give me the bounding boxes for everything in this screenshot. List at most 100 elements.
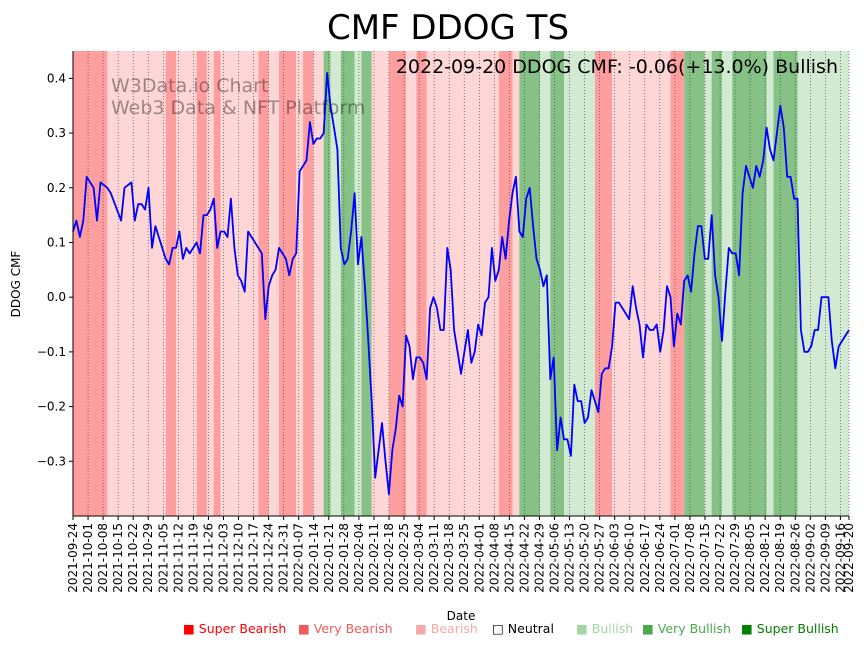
legend-item-super-bullish: ■ Super Bullish [741,621,839,636]
signal-band-bullish [766,51,774,516]
plot-area [72,51,850,516]
signal-band-very-bullish [340,51,355,516]
y-tick-label: −0.3 [37,454,66,468]
signal-band-bullish [721,51,733,516]
x-tick-label: 2021-10-22 [126,523,140,593]
signal-band-bearish [471,51,499,516]
chart-title: CMF DDOG TS [327,8,569,48]
x-tick-label: 2021-09-24 [66,523,80,593]
signal-band-bearish [107,51,132,516]
x-tick-label: 2021-10-15 [111,523,125,593]
x-tick-label: 2022-02-11 [367,523,381,593]
x-tick-label: 2021-11-19 [186,523,200,593]
y-axis: −0.3 −0.2 −0.1 0.0 0.1 0.2 0.3 0.4 [37,71,73,468]
y-tick-label: 0.4 [47,71,66,85]
watermark-line-1: W3Data.io Chart [111,75,268,97]
legend-item-neutral: □ Neutral [492,621,554,636]
x-tick-label: 2022-04-15 [502,523,516,593]
signal-band-very-bearish [670,51,685,516]
x-tick-label: 2022-06-24 [653,523,667,593]
signal-band-very-bullish [550,51,565,516]
legend-item-very-bullish: ■ Very Bullish [642,621,731,636]
y-tick-label: 0.0 [47,290,66,304]
x-tick-label: 2021-10-08 [96,523,110,593]
x-tick-label: 2022-05-27 [593,523,607,593]
x-tick-label: 2022-05-06 [548,523,562,593]
x-tick-label: 2021-11-12 [171,523,185,593]
signal-band-very-bearish [416,51,427,516]
signal-band-very-bullish [519,51,540,516]
signal-bands [73,51,849,516]
x-tick-label: 2022-06-10 [623,523,637,593]
y-tick-label: 0.1 [47,235,66,249]
x-axis-label: Date [447,609,476,623]
x-tick-label: 2022-02-18 [382,523,396,593]
signal-band-very-bearish [303,51,314,516]
x-tick-label: 2022-04-22 [517,523,531,593]
signal-band-very-bearish [388,51,407,516]
x-tick-label: 2022-07-01 [668,523,682,593]
legend-item-very-bearish: ■ Very Bearish [298,621,393,636]
x-tick-label: 2022-08-26 [788,523,802,593]
signal-band-bullish [564,51,595,516]
signal-band-bearish [512,51,520,516]
signal-band-bearish [131,51,166,516]
x-tick-label: 2021-12-24 [262,523,276,593]
legend-item-super-bearish: ■ Super Bearish [183,621,286,636]
x-axis: 2021-09-24 2021-10-01 2021-10-08 2021-10-15… [66,516,856,593]
x-tick-label: 2022-05-20 [578,523,592,593]
x-tick-label: 2021-11-26 [201,523,215,593]
y-axis-label: DDOG CMF [9,251,23,318]
x-tick-label: 2022-09-09 [818,523,832,593]
signal-band-bearish [268,51,280,516]
y-tick-label: −0.1 [37,345,66,359]
signal-band-very-bearish [279,51,297,516]
signal-band-very-bearish [73,51,108,516]
x-tick-label: 2022-04-01 [472,523,486,593]
x-tick-label: 2022-07-22 [713,523,727,593]
signal-band-very-bearish [165,51,177,516]
x-tick-label: 2021-11-05 [156,523,170,593]
x-tick-label: 2022-01-14 [307,523,321,593]
x-tick-label: 2021-12-31 [277,523,291,593]
signal-band-bearish [220,51,238,516]
x-tick-label: 2021-10-01 [81,523,95,593]
x-tick-label: 2022-01-28 [337,523,351,593]
signal-band-bearish [629,51,671,516]
signal-band-bullish [354,51,362,516]
signal-band-bearish [176,51,197,516]
y-tick-label: −0.2 [37,400,66,414]
legend-item-bullish: ■ Bullish [576,621,633,636]
signal-band-bearish [406,51,417,516]
signal-band-very-bearish [196,51,207,516]
signal-band-bearish [206,51,214,516]
signal-band-bearish [237,51,259,516]
signal-band-very-bullish [745,51,767,516]
x-tick-label: 2022-07-29 [728,523,742,593]
x-tick-label: 2022-03-18 [442,523,456,593]
watermark-line-2: Web3 Data & NFT Platform [111,97,365,119]
signal-band-very-bearish [498,51,513,516]
y-tick-label: 0.3 [47,126,66,140]
signal-band-very-bearish [213,51,221,516]
signal-band-very-bearish [594,51,613,516]
signal-band-bullish [704,51,712,516]
x-tick-label: 2022-06-17 [638,523,652,593]
x-tick-label: 2022-08-12 [758,523,772,593]
legend: ■ Super Bearish ■ Very Bearish ■ Bearish □ … [183,621,839,636]
signal-band-very-bullish [684,51,705,516]
signal-band-very-bullish [361,51,372,516]
signal-band-bullish [330,51,341,516]
x-tick-label: 2022-07-08 [683,523,697,593]
x-tick-label: 2022-02-04 [352,523,366,593]
x-tick-label: 2022-09-02 [803,523,817,593]
x-tick-label: 2021-12-17 [247,523,261,593]
signal-band-bearish [612,51,630,516]
signal-band-bearish [313,51,324,516]
signal-band-very-bullish [773,51,798,516]
x-tick-label: 2022-04-29 [532,523,546,593]
x-tick-label: 2022-07-15 [698,523,712,593]
x-tick-label: 2022-03-04 [412,523,426,593]
signal-band-bearish [296,51,304,516]
legend-item-bearish: ■ Bearish [415,621,478,636]
